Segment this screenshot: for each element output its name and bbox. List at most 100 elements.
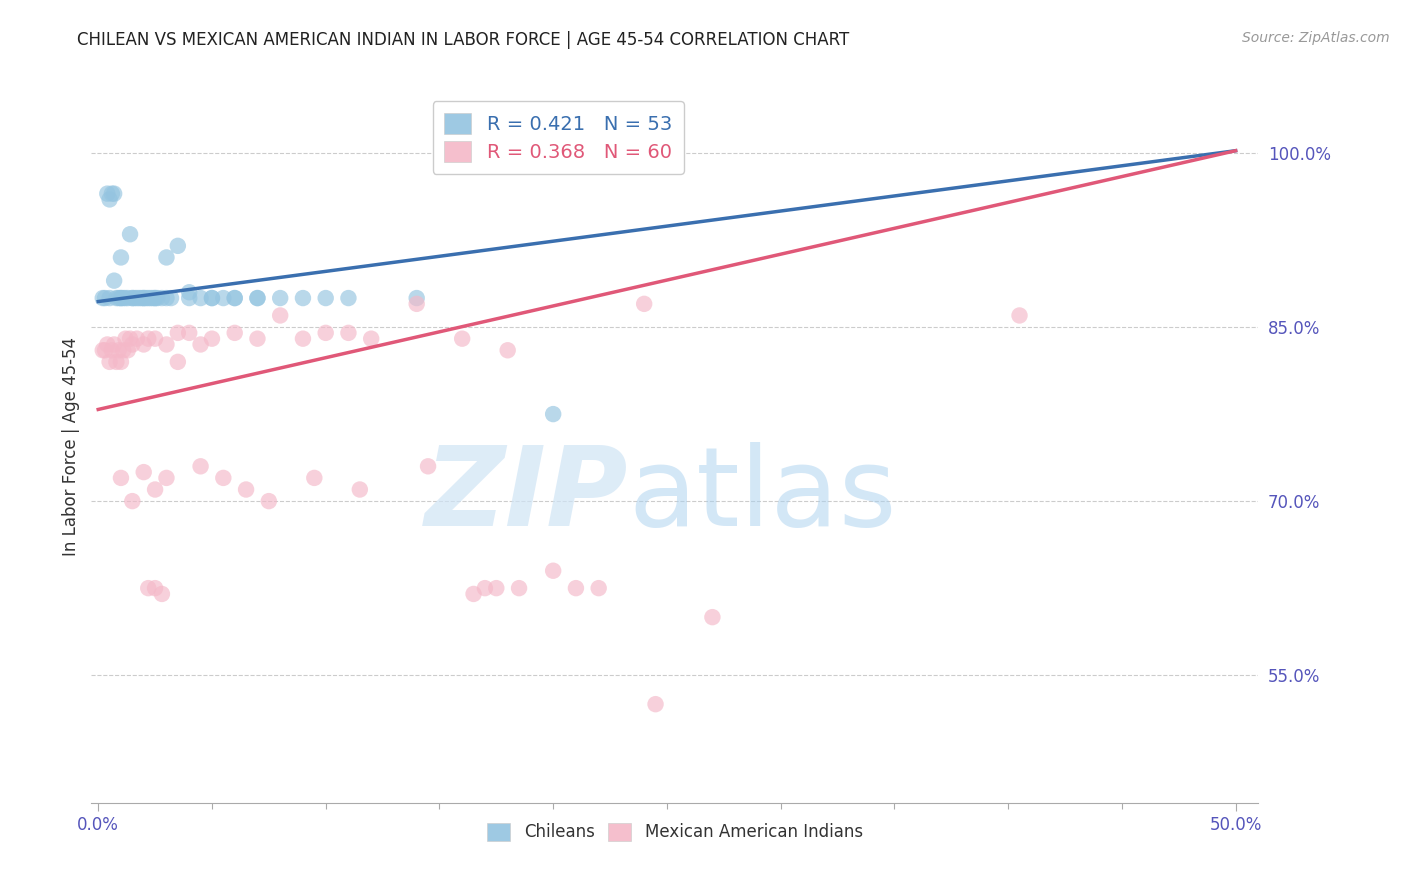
- Point: [451, 332, 474, 346]
- Point: [166, 355, 188, 369]
- Point: [103, 337, 125, 351]
- Point: [143, 483, 166, 497]
- Point: [110, 471, 132, 485]
- Point: [179, 291, 201, 305]
- Point: [112, 291, 135, 305]
- Point: [143, 332, 166, 346]
- Point: [190, 291, 212, 305]
- Point: [224, 291, 246, 305]
- Point: [166, 239, 188, 253]
- Point: [136, 291, 159, 305]
- Point: [257, 494, 280, 508]
- Point: [142, 291, 165, 305]
- Point: [633, 297, 655, 311]
- Point: [496, 343, 519, 358]
- Point: [136, 332, 159, 346]
- Point: [143, 291, 166, 305]
- Point: [463, 587, 485, 601]
- Point: [269, 309, 291, 323]
- Legend: Chileans, Mexican American Indians: Chileans, Mexican American Indians: [481, 816, 869, 848]
- Y-axis label: In Labor Force | Age 45-54: In Labor Force | Age 45-54: [62, 336, 80, 556]
- Point: [315, 326, 337, 340]
- Point: [224, 326, 246, 340]
- Point: [121, 291, 143, 305]
- Point: [125, 332, 148, 346]
- Point: [235, 483, 257, 497]
- Point: [94, 343, 117, 358]
- Text: atlas: atlas: [628, 442, 897, 549]
- Point: [107, 343, 129, 358]
- Point: [485, 581, 508, 595]
- Text: ZIP: ZIP: [425, 442, 628, 549]
- Point: [1008, 309, 1031, 323]
- Point: [349, 483, 371, 497]
- Point: [110, 355, 132, 369]
- Point: [201, 291, 224, 305]
- Point: [179, 285, 201, 300]
- Point: [120, 332, 142, 346]
- Point: [96, 186, 118, 201]
- Point: [146, 291, 169, 305]
- Point: [212, 291, 235, 305]
- Point: [246, 332, 269, 346]
- Point: [212, 471, 235, 485]
- Point: [98, 355, 121, 369]
- Point: [139, 291, 162, 305]
- Point: [105, 355, 128, 369]
- Point: [103, 274, 125, 288]
- Point: [125, 291, 148, 305]
- Point: [128, 291, 150, 305]
- Point: [304, 471, 326, 485]
- Point: [114, 291, 136, 305]
- Point: [101, 343, 124, 358]
- Point: [143, 291, 166, 305]
- Point: [190, 337, 212, 351]
- Point: [94, 291, 117, 305]
- Point: [121, 337, 143, 351]
- Point: [190, 459, 212, 474]
- Point: [114, 332, 136, 346]
- Point: [337, 291, 360, 305]
- Point: [105, 291, 128, 305]
- Point: [702, 610, 724, 624]
- Point: [246, 291, 269, 305]
- Point: [91, 343, 114, 358]
- Point: [508, 581, 530, 595]
- Point: [155, 251, 177, 265]
- Point: [291, 291, 314, 305]
- Point: [121, 494, 143, 508]
- Text: CHILEAN VS MEXICAN AMERICAN INDIAN IN LABOR FORCE | AGE 45-54 CORRELATION CHART: CHILEAN VS MEXICAN AMERICAN INDIAN IN LA…: [77, 31, 849, 49]
- Point: [315, 291, 337, 305]
- Point: [541, 407, 564, 421]
- Point: [143, 581, 166, 595]
- Point: [360, 332, 382, 346]
- Point: [337, 326, 360, 340]
- Point: [150, 291, 173, 305]
- Point: [101, 186, 124, 201]
- Point: [155, 471, 177, 485]
- Point: [98, 193, 121, 207]
- Point: [588, 581, 610, 595]
- Point: [160, 291, 183, 305]
- Point: [132, 465, 155, 479]
- Point: [246, 291, 269, 305]
- Point: [155, 337, 177, 351]
- Point: [150, 587, 173, 601]
- Point: [405, 297, 427, 311]
- Point: [110, 251, 132, 265]
- Point: [103, 186, 125, 201]
- Point: [98, 291, 121, 305]
- Point: [565, 581, 588, 595]
- Point: [136, 581, 159, 595]
- Point: [269, 291, 291, 305]
- Point: [166, 326, 188, 340]
- Point: [131, 291, 153, 305]
- Point: [124, 291, 146, 305]
- Point: [474, 581, 496, 595]
- Point: [91, 291, 114, 305]
- Point: [155, 291, 177, 305]
- Point: [201, 332, 224, 346]
- Point: [117, 343, 139, 358]
- Point: [110, 291, 132, 305]
- Point: [132, 291, 155, 305]
